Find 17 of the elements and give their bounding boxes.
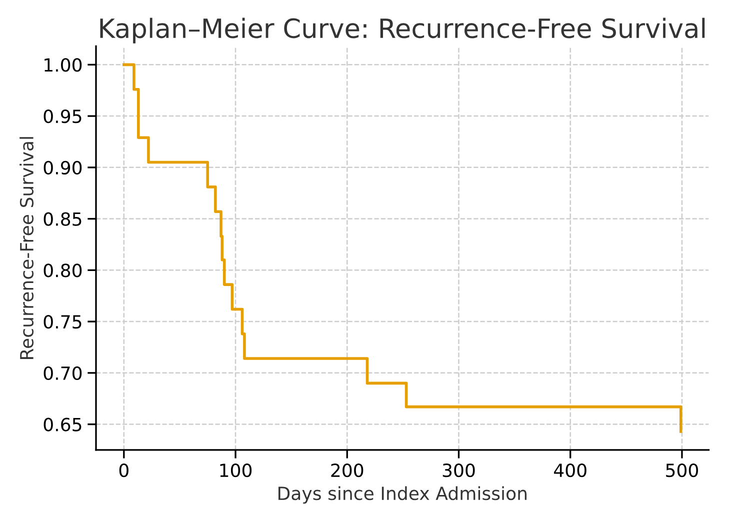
y-tick-label: 0.75 [44,315,82,329]
y-tick-label: 0.85 [44,212,82,226]
x-tick-label: 200 [331,463,364,478]
chart-title: Kaplan–Meier Curve: Recurrence-Free Survival [100,18,705,44]
x-tick-label: 400 [554,463,586,478]
y-tick-label: 0.80 [44,264,82,278]
x-tick-label: 0 [119,463,128,478]
x-tick-label: 300 [442,463,475,478]
x-tick-label: 100 [220,463,252,478]
y-tick-label: 0.90 [44,160,82,175]
y-tick-label: 0.95 [44,110,82,124]
y-tick-label: 0.70 [44,366,82,380]
y-tick-label: 1.00 [44,58,82,72]
y-tick-label: 0.65 [44,418,82,432]
x-axis-title: Days since Index Admission [278,486,526,504]
x-tick-label: 500 [666,463,698,478]
y-axis-title: Recurrence-Free Survival [20,137,34,359]
